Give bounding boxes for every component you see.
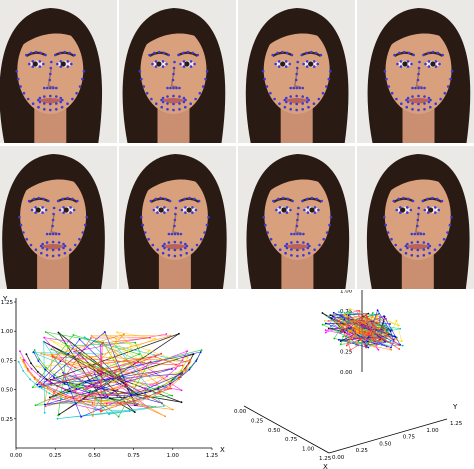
z-tick-label: 0.00 xyxy=(340,370,353,376)
x-tick-label: 0.50 xyxy=(88,453,101,459)
z-tick-label: 1.00 xyxy=(340,290,353,294)
axes-2d: 0.00 0.25 0.50 0.75 1.00 1.25 0.25 0.50 0.75 1.00… xyxy=(1,295,225,459)
y-tick-label: 0.50 xyxy=(379,441,392,447)
y-tick-label: 0.75 xyxy=(1,358,14,364)
y-tick-label: 0.25 xyxy=(356,448,369,454)
x-tick-label: 0.50 xyxy=(268,428,281,434)
face-image-8 xyxy=(357,146,474,289)
axes-3d: 0.000.250.500.751.001.25 0.000.250.500.75… xyxy=(234,290,463,469)
face-image-4 xyxy=(357,0,474,143)
x-tick-label: 0.25 xyxy=(49,453,62,459)
x-tick-label: 1.25 xyxy=(206,453,219,459)
x-tick-label: 0.00 xyxy=(10,453,23,459)
face-image-3 xyxy=(238,0,355,143)
x-tick-label: 1.25 xyxy=(319,456,332,462)
y-tick-label: 1.25 xyxy=(1,300,14,306)
x-axis-label: X xyxy=(323,463,328,469)
face-image-7 xyxy=(238,146,355,289)
x-tick-label: 0.75 xyxy=(127,453,140,459)
face-image-5 xyxy=(0,146,117,289)
landmark-series-6 xyxy=(32,331,202,418)
x-tick-label: 0.75 xyxy=(285,437,298,443)
face-image-1 xyxy=(0,0,117,143)
face-image-6 xyxy=(119,146,236,289)
y-tick-label: 0.25 xyxy=(1,417,14,423)
x-tick-label: 0.25 xyxy=(251,418,264,424)
y-tick-label: 0.00 xyxy=(332,455,345,461)
face-landmark-grid xyxy=(0,0,474,289)
y-tick-label: 1.00 xyxy=(1,329,14,335)
face-image-2 xyxy=(119,0,236,143)
landmark-series-8 xyxy=(22,336,192,413)
x-tick-label: 1.00 xyxy=(302,447,315,453)
x-axis-label: X xyxy=(220,446,225,454)
landmark-series-3d-8 xyxy=(338,309,401,351)
landmark-plot-3d: 0.00 0.25 0.50 0.75 1.00 1.25 0.00 0.25 0.50 0.75… xyxy=(232,290,474,469)
x-tick-label: 1.00 xyxy=(167,453,180,459)
y-axis-label: Y xyxy=(452,403,458,411)
x-tick-label: 0.00 xyxy=(234,409,247,415)
y-axis-label: Y xyxy=(2,295,8,303)
y-tick-label: 0.75 xyxy=(403,435,416,441)
z-tick-label: 0.50 xyxy=(340,329,353,335)
z-tick-label: 0.25 xyxy=(340,350,353,356)
y-tick-label: 0.50 xyxy=(1,388,14,394)
landmark-plot-2d: 0.00 0.25 0.50 0.75 1.00 1.25 0.25 0.50 0.75 1.00… xyxy=(0,290,232,469)
z-tick-label: 0.75 xyxy=(340,309,353,315)
y-tick-label: 1.00 xyxy=(426,428,439,434)
landmark-series-7 xyxy=(22,333,192,418)
y-tick-label: 1.25 xyxy=(450,421,463,427)
